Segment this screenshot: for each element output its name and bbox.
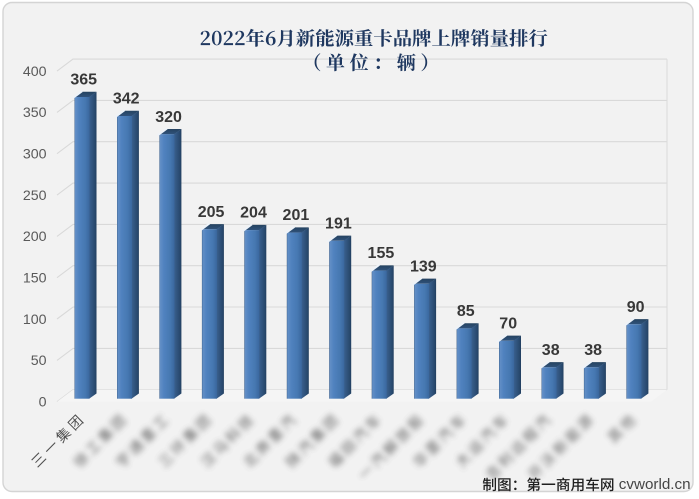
svg-text:50: 50 <box>31 353 47 369</box>
svg-text:200: 200 <box>23 229 47 245</box>
svg-text:201: 201 <box>283 207 310 224</box>
svg-text:38: 38 <box>584 342 602 359</box>
svg-text:90: 90 <box>627 299 645 316</box>
svg-text:320: 320 <box>155 109 182 126</box>
svg-text:350: 350 <box>23 105 47 121</box>
svg-text:0: 0 <box>39 395 47 411</box>
svg-text:85: 85 <box>457 303 475 320</box>
svg-text:300: 300 <box>23 147 47 163</box>
svg-text:250: 250 <box>23 188 47 204</box>
svg-text:cvworld.cn: cvworld.cn <box>619 476 691 493</box>
svg-text:38: 38 <box>542 342 560 359</box>
svg-text:150: 150 <box>23 271 47 287</box>
svg-text:155: 155 <box>368 245 395 262</box>
svg-text:342: 342 <box>113 91 140 108</box>
svg-text:205: 205 <box>198 204 225 221</box>
svg-text:100: 100 <box>23 312 47 328</box>
svg-text:70: 70 <box>499 315 517 332</box>
svg-text:139: 139 <box>410 258 437 275</box>
svg-text:365: 365 <box>70 72 97 89</box>
svg-text:191: 191 <box>325 215 352 232</box>
svg-text:400: 400 <box>23 64 47 80</box>
svg-text:204: 204 <box>240 205 267 222</box>
